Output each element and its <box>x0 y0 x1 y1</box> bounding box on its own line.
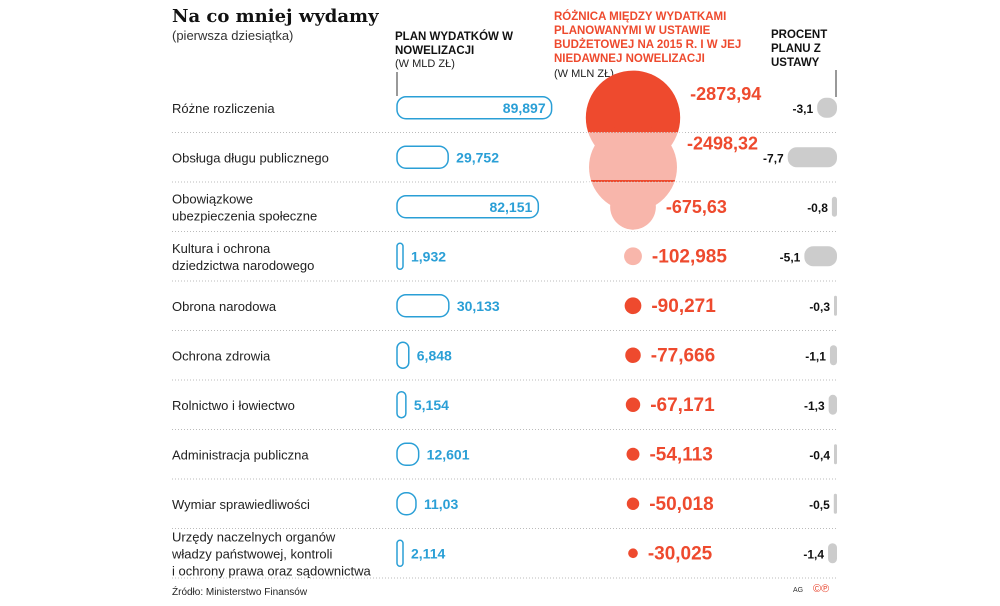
pct-column-header: PROCENT PLANU Z USTAWY <box>771 29 828 69</box>
pct-bar <box>834 295 837 316</box>
diff-column-header: RÓŻNICA MIĘDZY WYDATKAMI PLANOWANYMI W U… <box>554 11 742 65</box>
pct-value: -0,8 <box>807 201 828 215</box>
pct-value: -5,1 <box>780 250 801 264</box>
diff-value: -90,271 <box>651 296 716 317</box>
pct-bar <box>829 345 837 366</box>
plan-value: 6,848 <box>417 347 452 363</box>
pct-value: -0,3 <box>809 300 830 314</box>
plan-value: 5,154 <box>414 397 449 413</box>
row-label: Kultura i ochrona <box>172 241 271 256</box>
row-label: i ochrony prawa oraz sądownictwa <box>172 563 371 578</box>
diff-value: -2498,32 <box>687 133 758 153</box>
pct-value: -0,5 <box>809 498 830 512</box>
row-label: władzy państwowej, kontroli <box>171 546 333 561</box>
pct-bar <box>804 246 837 267</box>
pct-bar <box>834 444 837 465</box>
pct-bar <box>828 394 837 415</box>
diff-value: -54,113 <box>649 444 712 465</box>
plan-bar <box>396 539 404 567</box>
plan-bar <box>396 145 449 169</box>
diff-circle <box>626 497 640 510</box>
row-label: Urzędy naczelnych organów <box>172 529 336 544</box>
pct-value: -1,4 <box>803 547 824 561</box>
row-label: dziedzictwa narodowego <box>172 258 314 273</box>
pct-bar <box>831 196 837 217</box>
diff-circle <box>628 548 638 559</box>
author-credit: AG <box>793 587 804 594</box>
plan-value: 1,932 <box>411 248 446 264</box>
plan-value: 30,133 <box>457 298 500 314</box>
row-label: Obrona narodowa <box>172 299 277 314</box>
source-note: Źródło: Ministerstwo Finansów <box>172 587 308 598</box>
plan-bar <box>396 492 417 516</box>
diff-circle <box>625 397 641 412</box>
circle-fade <box>585 132 685 180</box>
plan-bar <box>396 341 410 369</box>
circle-fade <box>585 231 685 279</box>
diff-value: -77,666 <box>651 345 715 366</box>
plan-value: 29,752 <box>456 149 499 165</box>
pct-bar <box>833 493 837 514</box>
row-label: ubezpieczenia społeczne <box>172 208 317 223</box>
pct-value: -7,7 <box>763 151 784 165</box>
diff-value: -102,985 <box>652 246 727 267</box>
pct-value: -1,3 <box>804 399 825 413</box>
plan-bar <box>396 242 404 270</box>
plan-value: 82,151 <box>489 199 532 215</box>
plan-bar <box>396 294 450 318</box>
diff-value: -30,025 <box>648 543 713 564</box>
pct-value: -0,4 <box>809 448 830 462</box>
row-label: Ochrona zdrowia <box>172 348 271 363</box>
diff-column-unit: (W MLN ZŁ) <box>554 68 614 80</box>
row-label: Obsługa długu publicznego <box>172 150 329 165</box>
row-label: Obowiązkowe <box>172 191 253 206</box>
row-label: Różne rozliczenia <box>172 101 275 116</box>
pct-value: -3,1 <box>792 102 813 116</box>
plan-value: 11,03 <box>424 496 458 512</box>
diff-value: -2873,94 <box>690 84 761 104</box>
row-label: Wymiar sprawiedliwości <box>172 497 310 512</box>
plan-bar <box>396 195 540 219</box>
plan-column-header: PLAN WYDATKÓW W NOWELIZACJI <box>395 31 513 57</box>
plan-value: 2,114 <box>411 545 445 561</box>
diff-circle <box>624 297 642 315</box>
diff-value: -675,63 <box>666 197 727 217</box>
row-label: Administracja publiczna <box>172 447 309 462</box>
plan-column-unit: (W MLD ZŁ) <box>395 58 455 70</box>
pct-bar <box>817 97 837 118</box>
plan-value: 89,897 <box>503 100 546 116</box>
chart-subtitle: (pierwsza dziesiątka) <box>172 28 294 43</box>
pct-bar <box>828 543 837 564</box>
plan-bar <box>396 96 553 120</box>
plan-bar <box>396 442 420 466</box>
pct-value: -1,1 <box>805 349 826 363</box>
diff-value: -50,018 <box>649 494 713 515</box>
diff-circle <box>625 347 641 364</box>
diff-circle <box>626 447 640 461</box>
plan-value: 12,601 <box>427 446 470 462</box>
plan-bar <box>396 391 407 419</box>
chart-title: Na co mniej wydamy <box>172 6 379 27</box>
pct-bar <box>787 147 837 168</box>
row-label: Rolnictwo i łowiectwo <box>172 398 295 413</box>
circle-fade <box>585 182 685 230</box>
diff-value: -67,171 <box>650 395 715 416</box>
copyright-marks: ©℗ <box>813 583 830 595</box>
